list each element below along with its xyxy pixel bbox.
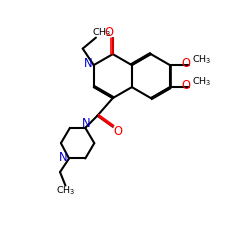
Text: O: O: [181, 58, 190, 70]
Text: CH$_3$: CH$_3$: [192, 76, 211, 88]
Text: CH$_3$: CH$_3$: [56, 185, 75, 197]
Text: O: O: [181, 80, 190, 92]
Text: N: N: [84, 57, 93, 70]
Text: O: O: [113, 125, 122, 138]
Text: CH$_3$: CH$_3$: [92, 27, 111, 40]
Text: N: N: [59, 151, 68, 164]
Text: N: N: [82, 117, 91, 130]
Text: CH$_3$: CH$_3$: [192, 54, 211, 66]
Text: O: O: [104, 26, 114, 39]
